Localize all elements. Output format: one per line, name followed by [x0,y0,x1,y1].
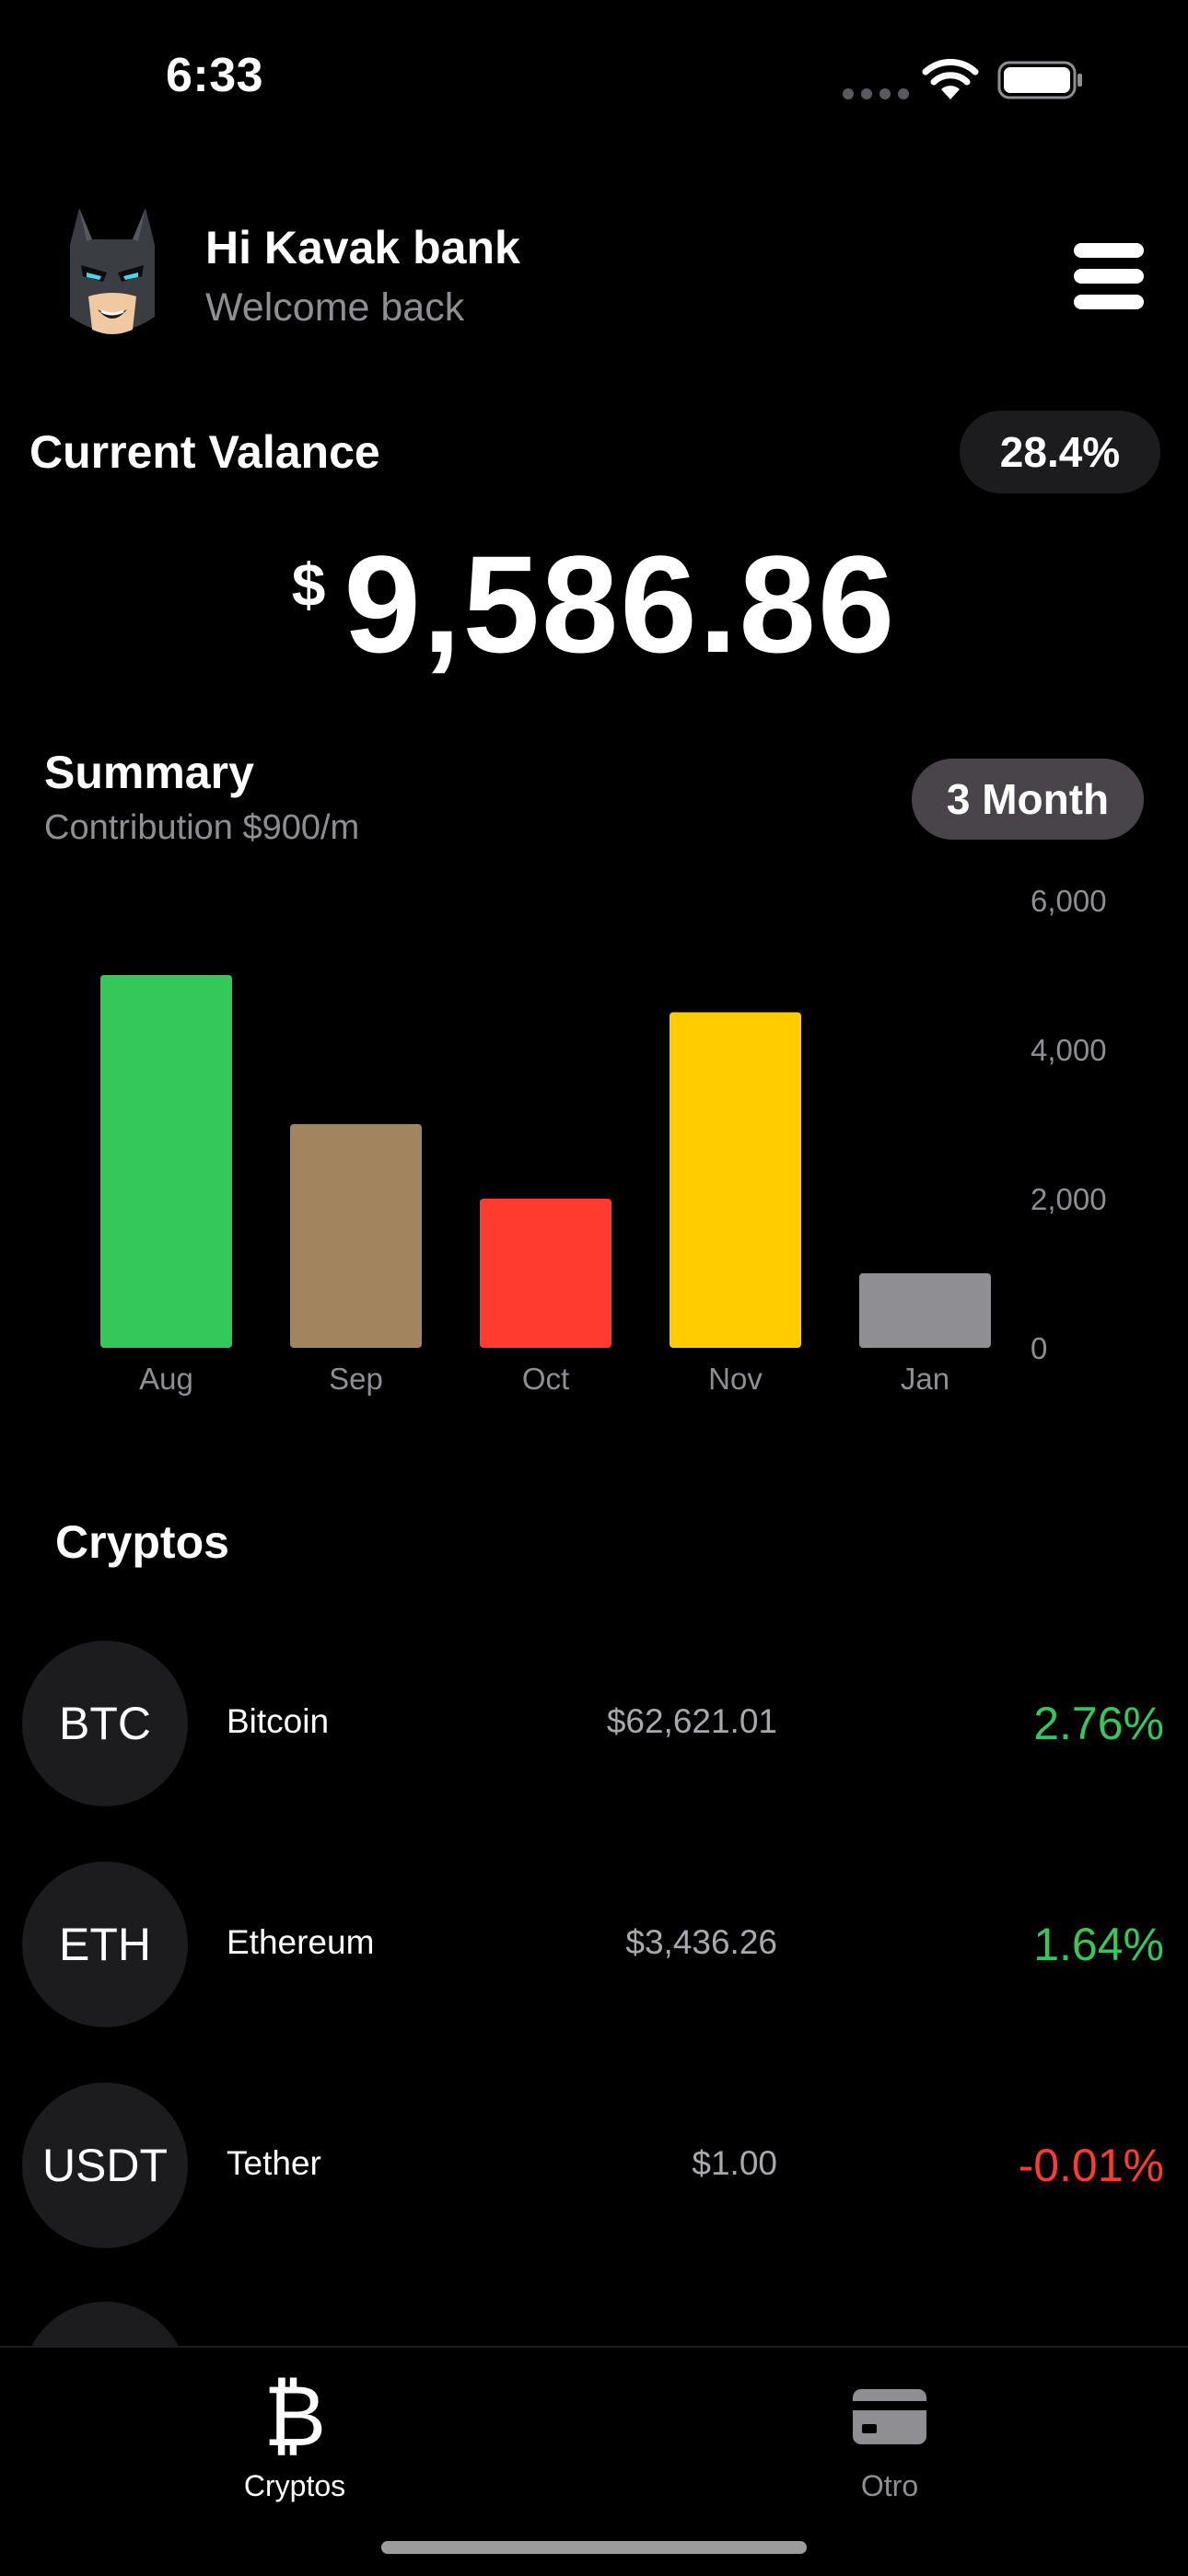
balance-value: 9,586.86 [344,527,897,681]
crypto-price: $62,621.01 [606,1702,777,1740]
y-axis-tick-label: 0 [1031,1331,1047,1365]
crypto-name: Tether [227,2144,321,2182]
y-axis-tick-label: 6,000 [1031,884,1107,918]
greeting-title: Hi Kavak bank [205,222,520,273]
crypto-change: 2.76% [1033,1698,1164,1749]
menu-icon-line [1074,243,1144,258]
period-selector-button[interactable]: 3 Month [912,759,1144,840]
cryptos-title: Cryptos [55,1516,229,1568]
summary-title: Summary [44,747,254,798]
summary-subtitle: Contribution $900/m [44,808,360,847]
crypto-name: Bitcoin [227,1702,330,1740]
crypto-change: 1.64% [1033,1919,1164,1970]
balance-percent-badge: 28.4% [960,411,1160,493]
balance-label: Current Valance [29,426,380,478]
chart-bar-jan[interactable] [859,1273,991,1348]
menu-icon-line [1074,295,1144,309]
x-axis-tick-label: Nov [708,1362,763,1396]
tab-label: Cryptos [243,2469,346,2502]
crypto-symbol-badge: USDT [22,2083,188,2248]
crypto-symbol-badge: ETH [22,1862,188,2027]
crypto-row-usdt[interactable]: USDT Tether $1.00 -0.01% [0,2083,1188,2248]
crypto-price: $3,436.26 [625,1923,777,1961]
currency-symbol: $ [291,551,326,619]
x-axis-tick-label: Sep [329,1362,383,1396]
cellular-signal-icon [843,88,909,99]
tab-cryptos[interactable]: ₿ Cryptos [157,2366,433,2541]
chart-bar-oct[interactable] [480,1199,611,1348]
summary-bar-chart: Aug Sep Oct Nov Jan 6,000 4,000 2,000 0 [100,884,1107,1396]
chart-bar-aug[interactable] [100,975,232,1348]
credit-card-icon [751,2366,1028,2467]
tab-bar: ₿ Cryptos Otro [0,2346,1188,2576]
bitcoin-icon: ₿ [262,2367,327,2466]
balance-amount: $9,586.86 [0,525,1188,684]
chart-bar-nov[interactable] [670,1012,801,1349]
crypto-change: -0.01% [1018,2140,1164,2191]
status-time: 6:33 [166,49,264,102]
avatar[interactable] [66,208,158,344]
menu-button[interactable] [1074,243,1144,309]
y-axis-tick-label: 2,000 [1031,1182,1107,1216]
crypto-name: Ethereum [227,1923,375,1961]
crypto-row-eth[interactable]: ETH Ethereum $3,436.26 1.64% [0,1862,1188,2027]
home-indicator [381,2541,807,2554]
battery-icon [997,61,1082,99]
tab-label: Otro [860,2469,919,2502]
crypto-symbol-badge: BTC [22,1641,188,1806]
wifi-icon [922,59,979,99]
x-axis-tick-label: Jan [901,1362,949,1396]
crypto-row-btc[interactable]: BTC Bitcoin $62,621.01 2.76% [0,1641,1188,1806]
greeting-subtitle: Welcome back [205,285,465,330]
crypto-price: $1.00 [692,2144,777,2182]
chart-bar-sep[interactable] [290,1124,422,1348]
y-axis-tick-label: 4,000 [1031,1033,1107,1067]
x-axis-tick-label: Oct [522,1362,569,1396]
menu-icon-line [1074,269,1144,284]
x-axis-tick-label: Aug [139,1362,193,1396]
tab-otro[interactable]: Otro [751,2366,1028,2541]
